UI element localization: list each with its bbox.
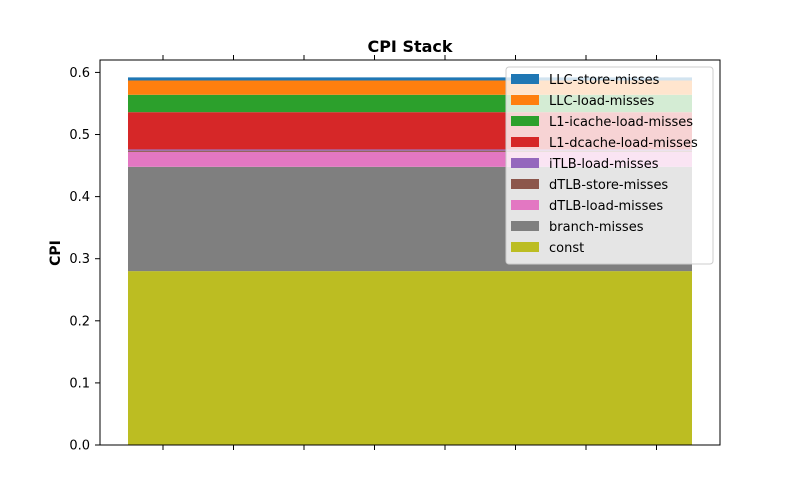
chart-title: CPI Stack xyxy=(367,37,452,56)
legend-entry-l1-icache-load-misses: L1-icache-load-misses xyxy=(511,115,693,130)
legend-label: LLC-load-misses xyxy=(549,94,655,109)
legend-entry-dtlb-load-misses: dTLB-load-misses xyxy=(511,199,663,214)
legend-box xyxy=(505,66,714,265)
y-tick-label: 0.3 xyxy=(69,252,90,267)
legend-swatch xyxy=(511,137,539,147)
y-tick-label: 0.6 xyxy=(69,66,90,81)
legend-label: LLC-store-misses xyxy=(549,73,660,88)
stack-segment-const xyxy=(128,271,692,445)
axis-layer: 0.0 0.1 0.2 0.3 0.4 0.5 0.6 xyxy=(69,55,721,454)
legend-label: dTLB-store-misses xyxy=(549,178,668,193)
legend-label: L1-icache-load-misses xyxy=(549,115,693,130)
y-tick-label: 0.2 xyxy=(69,314,90,329)
y-tick-label: 0.5 xyxy=(69,128,90,143)
legend-entry-llc-load-misses: LLC-load-misses xyxy=(511,94,655,109)
legend-label: dTLB-load-misses xyxy=(549,199,663,214)
legend-swatch xyxy=(511,242,539,252)
legend-swatch xyxy=(511,221,539,231)
legend-entry-itlb-load-misses: iTLB-load-misses xyxy=(511,157,659,172)
stack-segment-itlb-load-misses xyxy=(128,149,692,151)
y-tick-label: 0.1 xyxy=(69,376,90,391)
legend-label: branch-misses xyxy=(549,220,644,235)
legend-swatch xyxy=(511,74,539,84)
legend-label: L1-dcache-load-misses xyxy=(549,136,698,151)
legend-swatch xyxy=(511,95,539,105)
legend-entry-dtlb-store-misses: dTLB-store-misses xyxy=(511,178,668,193)
legend-swatch xyxy=(511,116,539,126)
y-tick-label: 0.0 xyxy=(69,439,90,454)
legend-label: const xyxy=(549,241,584,256)
y-axis-label: CPI xyxy=(48,240,64,266)
y-tick-label: 0.4 xyxy=(69,190,90,205)
legend-swatch xyxy=(511,200,539,210)
legend-entry-const: const xyxy=(511,241,584,256)
legend-entry-l1-dcache-load-misses: L1-dcache-load-misses xyxy=(511,136,698,151)
legend-entry-llc-store-misses: LLC-store-misses xyxy=(511,73,660,88)
stack-segment-llc-store-misses xyxy=(128,77,692,81)
plot-frame xyxy=(99,59,721,446)
legend-label: iTLB-load-misses xyxy=(549,157,659,172)
legend-swatch xyxy=(511,158,539,168)
legend-swatch xyxy=(511,179,539,189)
stack-segment-dtlb-store-misses xyxy=(128,150,692,152)
legend: LLC-store-misses LLC-load-misses L1-icache… xyxy=(505,66,714,265)
legend-entry-branch-misses: branch-misses xyxy=(511,220,644,235)
